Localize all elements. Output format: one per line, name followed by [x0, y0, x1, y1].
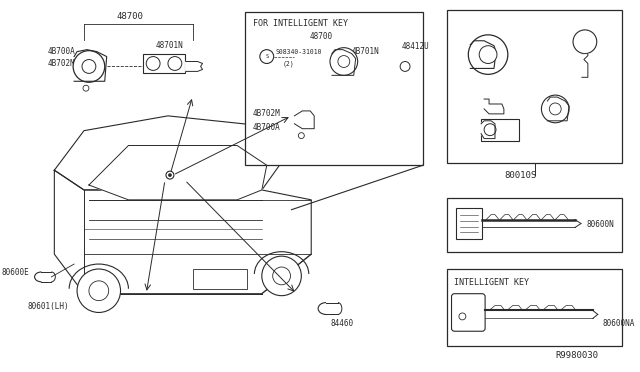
Text: 4B701N: 4B701N	[352, 47, 380, 56]
FancyBboxPatch shape	[451, 294, 485, 331]
Circle shape	[168, 174, 172, 177]
Bar	[481, 119, 518, 141]
Circle shape	[83, 85, 89, 91]
Polygon shape	[294, 111, 314, 129]
Polygon shape	[74, 49, 107, 81]
Circle shape	[468, 35, 508, 74]
Polygon shape	[54, 170, 311, 294]
Text: 48701N: 48701N	[156, 41, 184, 50]
Circle shape	[338, 55, 349, 67]
Circle shape	[82, 60, 96, 73]
Text: 80010S: 80010S	[504, 171, 537, 180]
Text: 4B700A: 4B700A	[47, 47, 75, 56]
Text: 80600NA: 80600NA	[603, 319, 635, 328]
Text: (2): (2)	[283, 60, 294, 67]
Polygon shape	[582, 54, 588, 77]
Circle shape	[89, 281, 109, 301]
Polygon shape	[481, 121, 495, 139]
Circle shape	[77, 269, 120, 312]
Bar	[447, 10, 623, 163]
Text: 80601(LH): 80601(LH)	[28, 302, 69, 311]
Circle shape	[330, 48, 358, 76]
Circle shape	[168, 57, 182, 70]
Polygon shape	[54, 116, 287, 190]
Circle shape	[146, 57, 160, 70]
Text: 4B702M: 4B702M	[253, 109, 281, 118]
Circle shape	[484, 124, 496, 136]
Text: 48412U: 48412U	[401, 42, 429, 51]
Polygon shape	[547, 97, 569, 121]
Circle shape	[541, 95, 569, 123]
Circle shape	[549, 103, 561, 115]
Circle shape	[73, 51, 105, 82]
Polygon shape	[484, 99, 504, 114]
Text: S08340-31010: S08340-31010	[276, 49, 322, 55]
Text: 4B700A: 4B700A	[253, 123, 281, 132]
Circle shape	[400, 61, 410, 71]
Circle shape	[298, 133, 304, 139]
Circle shape	[260, 49, 274, 64]
Polygon shape	[186, 61, 202, 71]
Circle shape	[479, 46, 497, 64]
Circle shape	[166, 171, 174, 179]
Circle shape	[573, 30, 596, 54]
Polygon shape	[470, 41, 496, 68]
Text: FOR INTELLIGENT KEY: FOR INTELLIGENT KEY	[253, 19, 348, 29]
Circle shape	[273, 267, 291, 285]
Text: 80600N: 80600N	[587, 220, 614, 229]
Circle shape	[459, 313, 466, 320]
Bar	[447, 198, 623, 252]
Circle shape	[262, 256, 301, 296]
Text: 80600E: 80600E	[2, 269, 29, 278]
Bar	[447, 269, 623, 346]
Text: S: S	[265, 54, 268, 59]
Text: 4B702M: 4B702M	[47, 59, 75, 68]
Polygon shape	[89, 145, 267, 200]
Polygon shape	[332, 49, 356, 76]
Bar	[143, 54, 185, 73]
Text: INTELLIGENT KEY: INTELLIGENT KEY	[454, 278, 529, 287]
Text: 84460: 84460	[331, 319, 354, 328]
Bar	[193, 269, 247, 289]
Text: R9980030: R9980030	[556, 352, 598, 360]
Text: 48700: 48700	[116, 12, 143, 20]
Text: 48700: 48700	[309, 32, 332, 41]
Bar	[456, 208, 482, 239]
Bar	[245, 12, 423, 165]
